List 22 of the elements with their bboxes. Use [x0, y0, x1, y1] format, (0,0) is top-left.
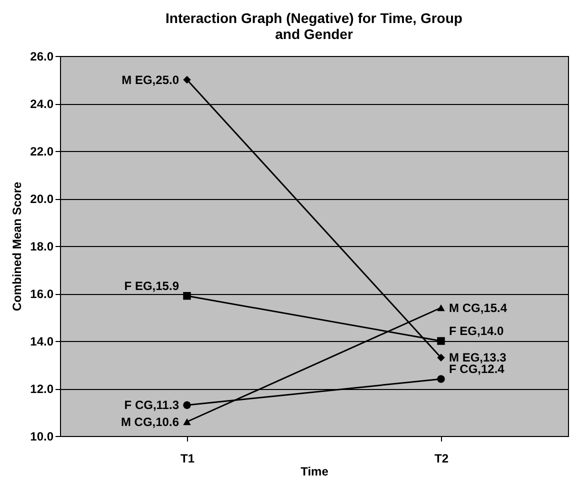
- data-label: F CG,11.3: [124, 398, 180, 412]
- y-tick-label: 18.0: [30, 240, 54, 254]
- data-label: M CG,15.4: [449, 300, 508, 315]
- y-axis-title: Combined Mean Score: [10, 181, 24, 312]
- x-tick-label: T1: [180, 452, 195, 466]
- data-label: F CG,12.4: [449, 362, 505, 376]
- y-tick-label: 22.0: [30, 144, 54, 158]
- data-label: M EG,25.0: [122, 72, 180, 87]
- y-tick-label: 16.0: [30, 287, 54, 301]
- y-tick-label: 20.0: [30, 192, 54, 206]
- x-axis-title: Time: [300, 464, 329, 478]
- y-tick-label: 10.0: [30, 430, 54, 444]
- y-tick-label: 14.0: [30, 334, 54, 348]
- data-label: M EG,13.3: [449, 350, 507, 365]
- data-label: M CG,10.6: [120, 414, 180, 429]
- y-tick-label: 12.0: [30, 382, 54, 396]
- y-tick-label: 24.0: [30, 97, 54, 111]
- data-label: F EG,15.9: [124, 278, 180, 293]
- chart-title: Interaction Graph (Negative) for Time, Group and Gender: [166, 10, 462, 42]
- x-tick-label: T2: [434, 452, 449, 466]
- y-tick-label: 26.0: [30, 50, 54, 64]
- data-label: F EG,14.0: [449, 324, 504, 338]
